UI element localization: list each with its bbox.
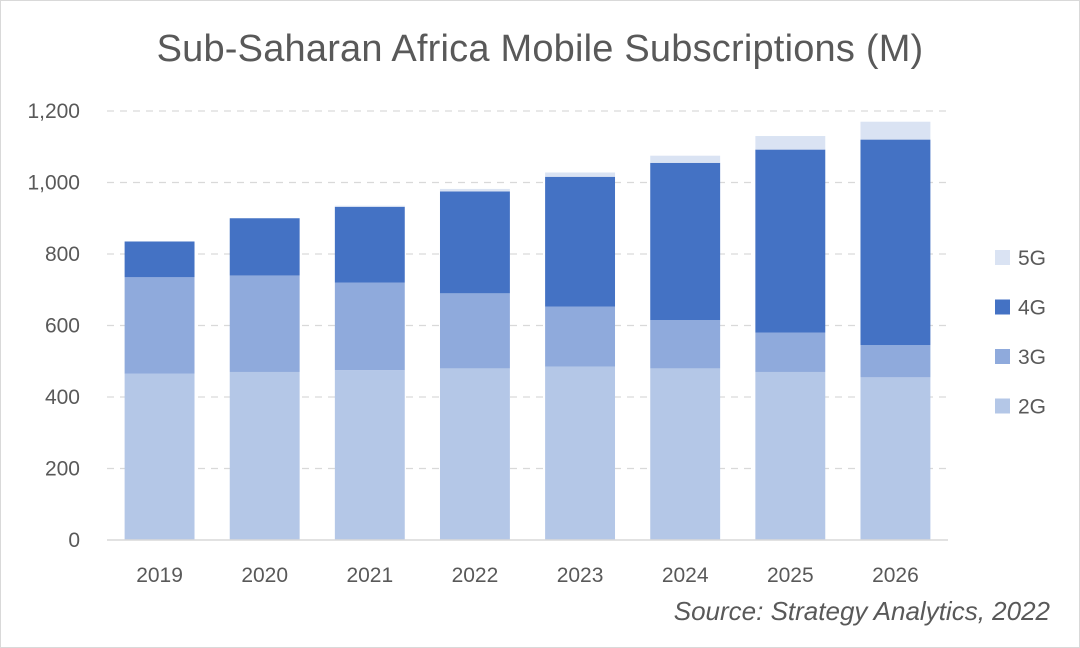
legend-label-5g: 5G (1018, 247, 1046, 270)
bar-segment-2g-2022 (439, 368, 510, 540)
bar-segment-2g-2019 (124, 373, 195, 540)
x-tick-label: 2023 (557, 564, 604, 587)
legend-label-4g: 4G (1018, 297, 1046, 320)
bar-segment-4g-2022 (439, 191, 510, 294)
bar-segment-2g-2020 (229, 371, 300, 540)
bar-segment-4g-2025 (755, 149, 826, 333)
gridlines (107, 110, 948, 470)
bar-segment-4g-2024 (650, 162, 721, 321)
bars (124, 121, 931, 540)
legend-label-3g: 3G (1018, 346, 1046, 369)
y-tick-label: 1,200 (27, 100, 80, 123)
x-tick-label: 2024 (662, 564, 709, 587)
bar-segment-2g-2025 (755, 371, 826, 540)
bar-segment-5g-2021 (334, 205, 405, 207)
bar-segment-5g-2024 (650, 155, 721, 163)
bar-segment-2g-2023 (545, 366, 616, 540)
bar-segment-5g-2023 (545, 172, 616, 177)
x-tick-label: 2026 (872, 564, 919, 587)
bar-segment-3g-2021 (334, 282, 405, 371)
bar-segment-3g-2020 (229, 275, 300, 372)
x-tick-label: 2019 (136, 564, 183, 587)
legend-swatch-2g (995, 398, 1010, 414)
bar-segment-5g-2026 (860, 121, 931, 140)
y-tick-label: 1,000 (27, 172, 80, 195)
bar-segment-2g-2021 (334, 370, 405, 540)
source-note: Source: Strategy Analytics, 2022 (673, 596, 1050, 626)
bar-segment-4g-2020 (229, 218, 300, 276)
bar-segment-3g-2022 (439, 293, 510, 369)
legend: 5G 4G 3G 2G (995, 247, 1046, 419)
bar-segment-3g-2024 (650, 320, 721, 369)
legend-swatch-3g (995, 349, 1010, 364)
x-tick-label: 2020 (241, 564, 288, 587)
bar-segment-2g-2024 (650, 368, 721, 540)
legend-label-2g: 2G (1018, 396, 1046, 419)
y-tick-label: 0 (68, 529, 80, 552)
x-tick-label: 2022 (452, 564, 499, 587)
bar-segment-5g-2025 (755, 136, 826, 150)
bar-segment-2g-2026 (860, 377, 931, 540)
bar-segment-4g-2019 (124, 241, 195, 278)
chart-title: Sub-Saharan Africa Mobile Subscriptions … (156, 28, 924, 70)
legend-swatch-4g (995, 299, 1010, 315)
y-tick-label: 800 (45, 243, 80, 266)
bar-segment-4g-2026 (860, 139, 931, 346)
bar-segment-3g-2026 (860, 345, 931, 378)
y-tick-label: 200 (45, 458, 80, 481)
axes: 0 200 400 600 800 1,000 1,200 2019 2020 2021 2022 2… (27, 100, 948, 587)
bar-segment-3g-2023 (545, 306, 616, 367)
x-tick-label: 2021 (346, 564, 393, 587)
x-tick-label: 2025 (767, 564, 814, 587)
bar-segment-3g-2019 (124, 277, 195, 374)
bar-segment-5g-2022 (439, 188, 510, 192)
y-tick-label: 400 (45, 386, 80, 409)
bar-segment-4g-2021 (334, 206, 405, 283)
bar-segment-3g-2025 (755, 332, 826, 372)
bar-segment-4g-2023 (545, 176, 616, 307)
y-tick-label: 600 (45, 315, 80, 338)
legend-swatch-5g (995, 250, 1010, 265)
